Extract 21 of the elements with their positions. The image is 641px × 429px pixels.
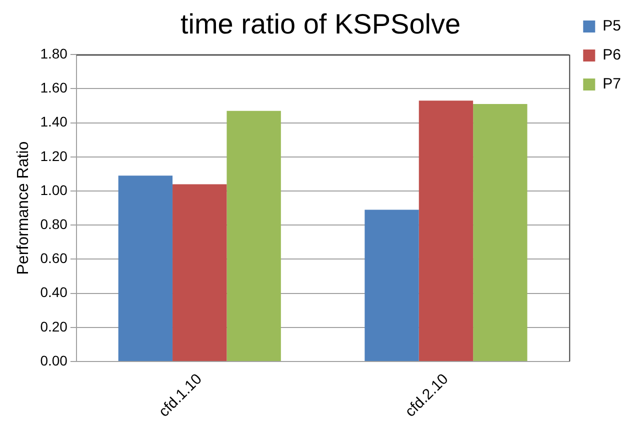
bar (418, 100, 474, 362)
y-tick-label: 1.60 (40, 80, 68, 96)
y-tick-label: 1.80 (40, 45, 68, 62)
bar (118, 176, 173, 362)
bar (226, 110, 281, 362)
y-tick-label: 0.60 (40, 250, 68, 266)
legend-label: P7 (602, 76, 622, 93)
bar (172, 184, 227, 362)
y-tick-label: 0.20 (40, 318, 68, 334)
y-axis-title: Performance Ratio (15, 141, 32, 275)
y-tick-label: 1.40 (40, 114, 68, 130)
y-tick-label: 0.00 (40, 352, 68, 368)
chart-title: time ratio of KSPSolve (180, 8, 461, 40)
y-tick-label: 1.00 (40, 182, 68, 198)
legend-label: P5 (602, 18, 622, 35)
y-tick-label: 0.40 (40, 284, 68, 300)
bar (473, 104, 528, 362)
y-tick-label: 0.80 (40, 216, 68, 232)
legend-label: P6 (602, 46, 622, 64)
y-tick-label: 1.20 (40, 148, 68, 164)
bar (364, 210, 419, 362)
